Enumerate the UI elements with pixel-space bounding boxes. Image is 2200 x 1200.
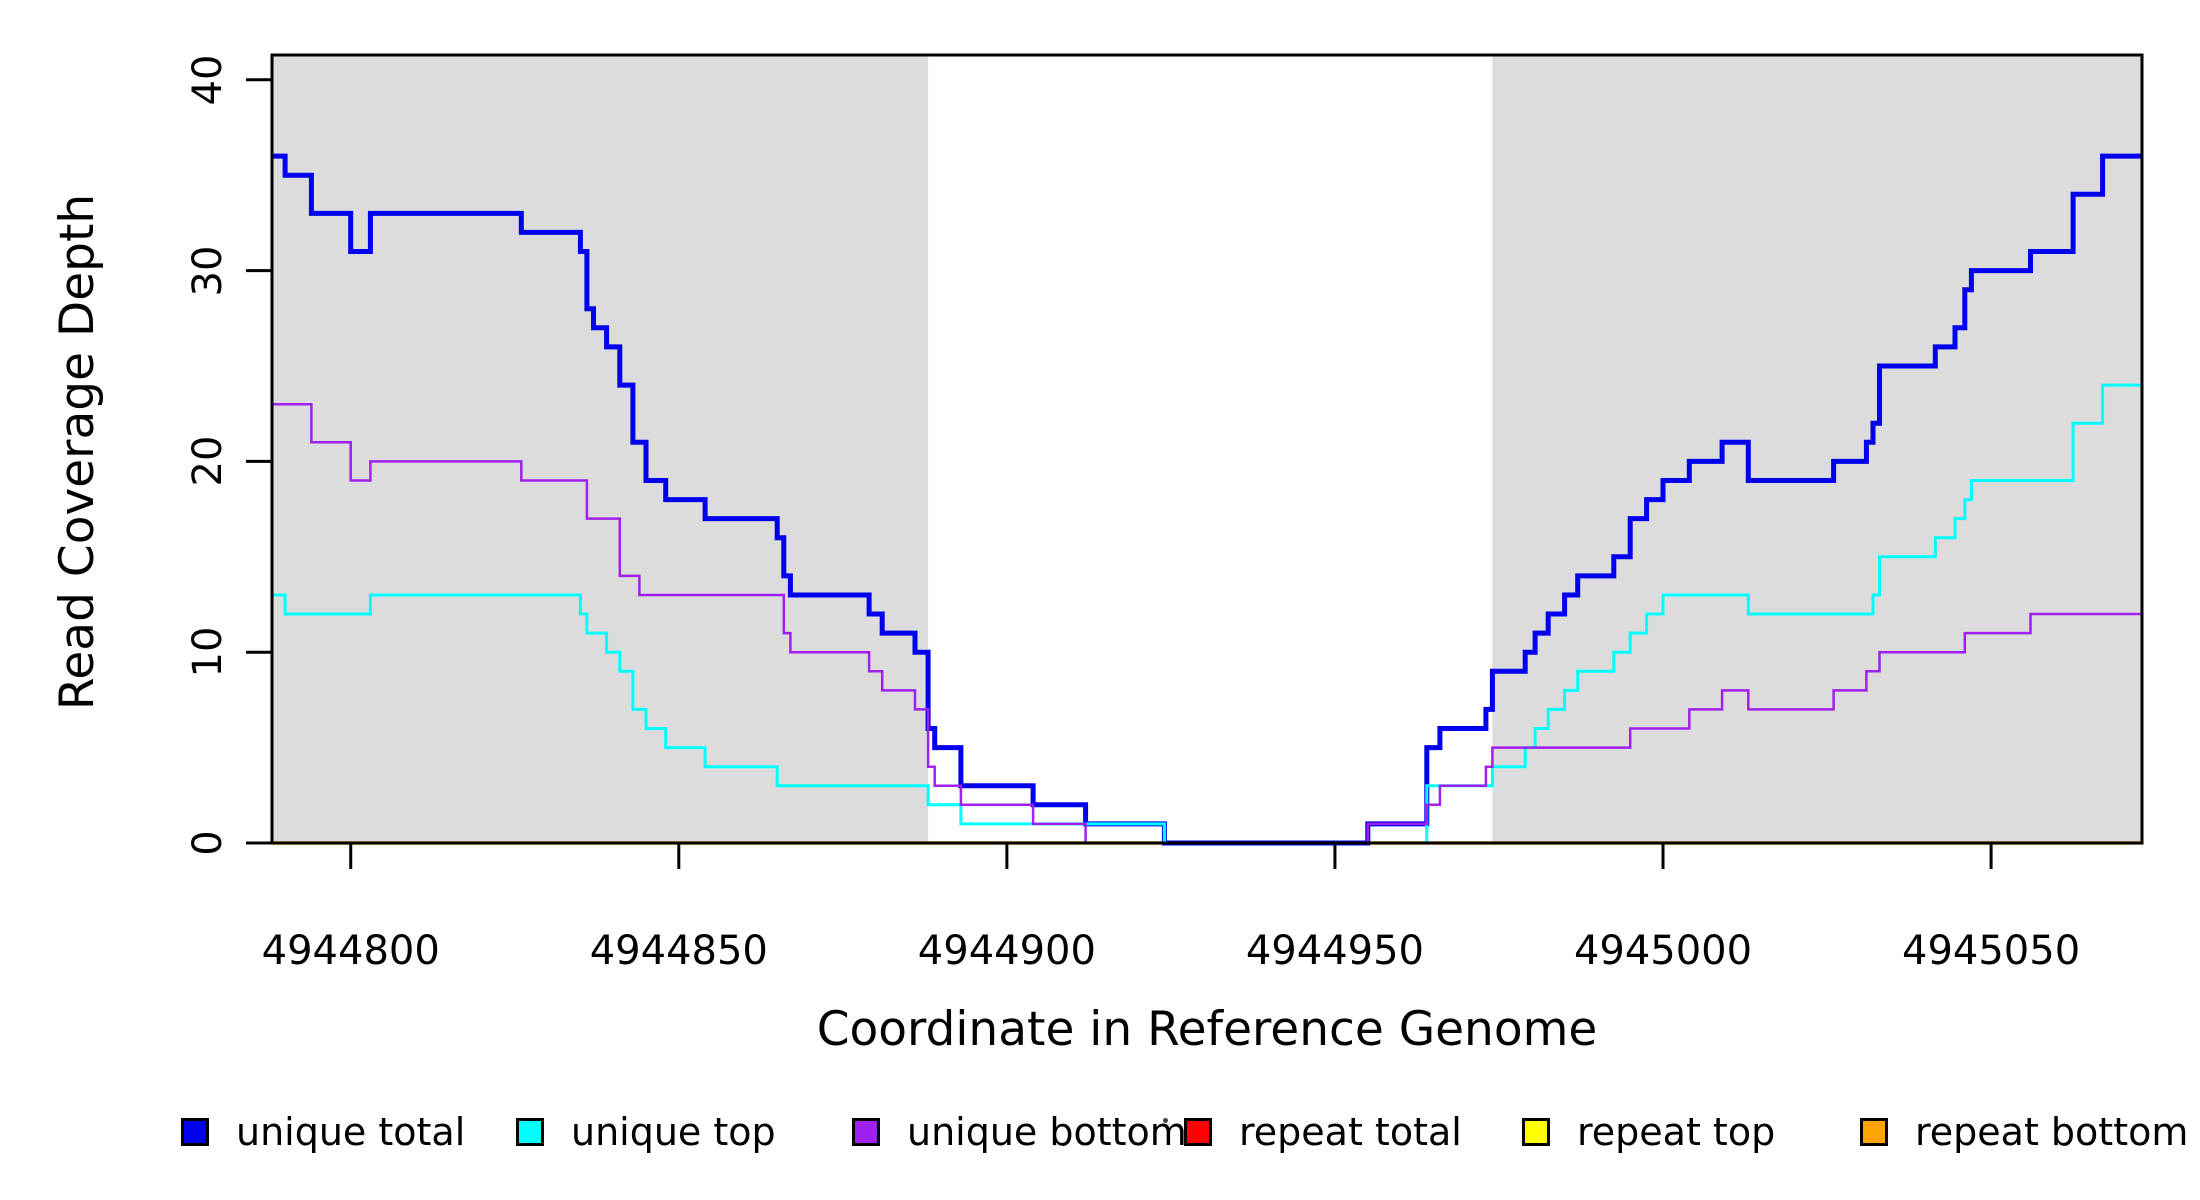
legend: unique total unique top unique bottom repea… [0, 1104, 2200, 1160]
axes-layer [246, 53, 2144, 869]
legend-item-repeat-total: repeat total [1184, 1104, 1462, 1160]
legend-swatch-icon [1522, 1118, 1550, 1146]
y-tick-label: 10 [185, 626, 231, 678]
x-tick-label: 4944800 [261, 928, 440, 974]
y-axis-title: Read Coverage Depth [50, 193, 105, 711]
x-tick-label: 4944950 [1245, 928, 1425, 974]
legend-item-unique-total: unique total [181, 1104, 465, 1160]
shaded-regions-layer [272, 55, 2142, 843]
shaded-region-2 [1492, 55, 2142, 843]
legend-swatch-icon [1184, 1118, 1212, 1146]
legend-label: unique total [236, 1110, 466, 1154]
legend-item-repeat-top: repeat top [1522, 1104, 1775, 1160]
legend-label: repeat bottom [1915, 1110, 2189, 1154]
legend-label: repeat total [1239, 1110, 1462, 1154]
legend-label: unique top [571, 1110, 776, 1154]
legend-label: repeat top [1577, 1110, 1776, 1154]
x-tick-label: 4945050 [1902, 928, 2081, 974]
y-tick-label: 30 [185, 245, 231, 297]
x-tick-label: 4945000 [1573, 928, 1753, 974]
legend-swatch-icon [181, 1118, 209, 1146]
x-tick-label: 4944900 [917, 928, 1096, 974]
y-tick-label: 20 [185, 435, 231, 487]
shaded-region-1 [272, 55, 929, 843]
legend-item-unique-top: unique top [516, 1104, 776, 1160]
legend-item-repeat-bottom: repeat bottom [1860, 1104, 2188, 1160]
x-tick-label: 4944850 [589, 928, 768, 974]
series-line-unique-bottom [272, 402, 2142, 845]
legend-item-unique-bottom: unique bottom [852, 1104, 1187, 1160]
stray-dot [1163, 1118, 1168, 1123]
plot-box [270, 53, 2144, 845]
legend-swatch-icon [1860, 1118, 1888, 1146]
legend-label: unique bottom [907, 1110, 1187, 1154]
x-axis-title: Coordinate in Reference Genome [816, 1002, 1598, 1057]
legend-swatch-icon [516, 1118, 544, 1146]
y-tick-label: 40 [185, 54, 231, 106]
legend-swatch-icon [852, 1118, 880, 1146]
y-tick-label: 0 [185, 830, 231, 856]
